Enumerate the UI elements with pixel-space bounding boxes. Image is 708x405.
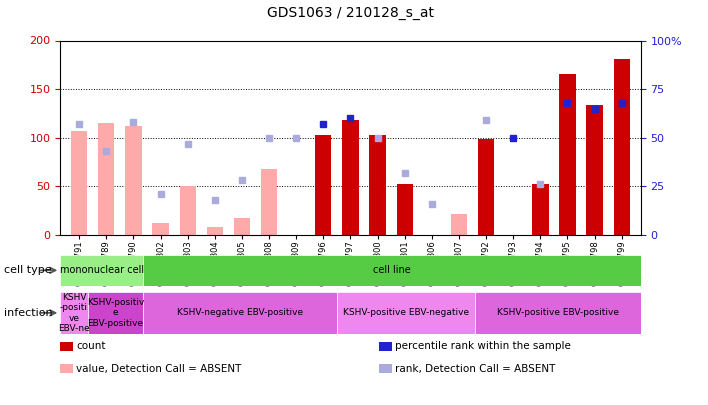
Bar: [396, 184, 413, 235]
Bar: [98, 123, 115, 235]
Bar: [315, 135, 331, 235]
Bar: [152, 223, 169, 235]
Bar: [586, 104, 603, 235]
Bar: [60, 292, 88, 334]
Bar: [532, 184, 549, 235]
Text: mononuclear cell: mononuclear cell: [59, 265, 144, 275]
Bar: [71, 131, 87, 235]
Bar: [614, 59, 630, 235]
Text: cell type: cell type: [4, 265, 51, 275]
Text: KSHV-positive EBV-positive: KSHV-positive EBV-positive: [497, 308, 619, 318]
Bar: [88, 292, 143, 334]
Bar: [336, 292, 475, 334]
Bar: [207, 227, 223, 235]
Text: rank, Detection Call = ABSENT: rank, Detection Call = ABSENT: [395, 364, 556, 373]
Text: KSHV
-positi
ve
EBV-ne: KSHV -positi ve EBV-ne: [58, 293, 90, 333]
Text: cell line: cell line: [373, 265, 411, 275]
Text: GDS1063 / 210128_s_at: GDS1063 / 210128_s_at: [267, 6, 434, 20]
Text: KSHV-negative EBV-positive: KSHV-negative EBV-positive: [177, 308, 303, 318]
Bar: [343, 120, 358, 235]
Text: percentile rank within the sample: percentile rank within the sample: [395, 341, 571, 351]
Text: KSHV-positive EBV-negative: KSHV-positive EBV-negative: [343, 308, 469, 318]
Bar: [143, 292, 336, 334]
Bar: [143, 255, 641, 286]
Bar: [60, 255, 143, 286]
Bar: [234, 218, 250, 235]
Text: infection: infection: [4, 308, 52, 318]
Text: KSHV-positiv
e
EBV-positive: KSHV-positiv e EBV-positive: [87, 298, 144, 328]
Text: count: count: [76, 341, 106, 351]
Bar: [559, 74, 576, 235]
Bar: [370, 135, 386, 235]
Bar: [125, 126, 142, 235]
Bar: [475, 292, 641, 334]
Text: value, Detection Call = ABSENT: value, Detection Call = ABSENT: [76, 364, 242, 373]
Bar: [180, 186, 196, 235]
Bar: [478, 139, 494, 235]
Bar: [451, 213, 467, 235]
Bar: [261, 169, 278, 235]
